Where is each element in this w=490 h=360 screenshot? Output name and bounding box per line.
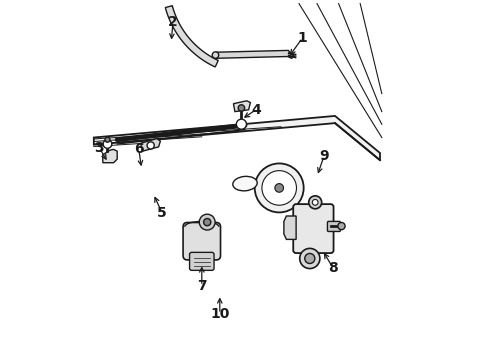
Circle shape xyxy=(262,171,296,205)
Polygon shape xyxy=(233,101,250,112)
Ellipse shape xyxy=(233,176,257,191)
Polygon shape xyxy=(141,139,160,151)
Circle shape xyxy=(275,184,284,192)
Text: 5: 5 xyxy=(157,206,167,220)
Text: 4: 4 xyxy=(251,103,261,117)
FancyBboxPatch shape xyxy=(293,204,334,253)
Circle shape xyxy=(238,105,245,111)
Circle shape xyxy=(255,163,304,212)
FancyBboxPatch shape xyxy=(190,252,214,270)
Text: 10: 10 xyxy=(210,307,229,321)
Circle shape xyxy=(309,196,321,209)
Text: 9: 9 xyxy=(319,149,329,162)
Polygon shape xyxy=(213,50,294,58)
FancyBboxPatch shape xyxy=(183,222,220,260)
Circle shape xyxy=(105,137,110,142)
Text: 8: 8 xyxy=(328,261,338,275)
Polygon shape xyxy=(165,6,218,67)
Text: 1: 1 xyxy=(298,31,308,45)
Circle shape xyxy=(147,142,154,149)
Polygon shape xyxy=(94,116,380,160)
FancyBboxPatch shape xyxy=(327,221,341,231)
Circle shape xyxy=(236,119,246,129)
Circle shape xyxy=(212,52,219,58)
Circle shape xyxy=(103,140,112,148)
Text: 3: 3 xyxy=(95,141,104,154)
Text: 2: 2 xyxy=(168,15,178,28)
Polygon shape xyxy=(284,216,296,239)
Polygon shape xyxy=(103,149,117,163)
Circle shape xyxy=(312,199,318,205)
Circle shape xyxy=(199,214,215,230)
Circle shape xyxy=(204,219,211,226)
Circle shape xyxy=(300,248,320,269)
Circle shape xyxy=(305,253,315,264)
Circle shape xyxy=(338,222,345,230)
Text: 6: 6 xyxy=(134,143,144,156)
Text: 7: 7 xyxy=(197,279,207,293)
